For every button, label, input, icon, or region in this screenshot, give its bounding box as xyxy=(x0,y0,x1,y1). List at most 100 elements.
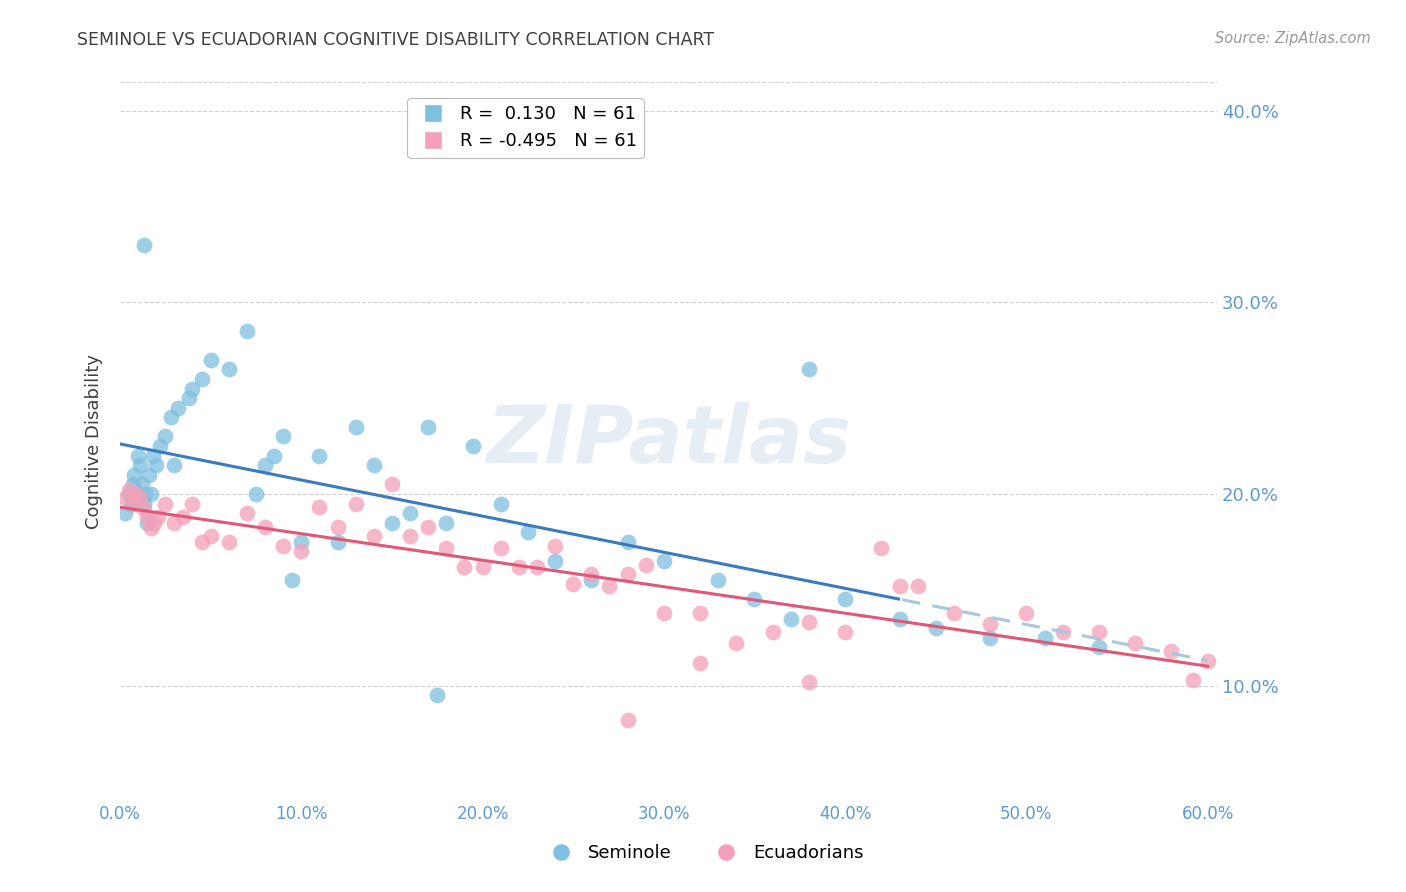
Point xyxy=(167,401,190,415)
Point xyxy=(598,579,620,593)
Point xyxy=(581,573,603,587)
Point xyxy=(172,510,194,524)
Point xyxy=(471,559,494,574)
Point xyxy=(139,521,162,535)
Point xyxy=(136,516,159,530)
Point xyxy=(136,510,159,524)
Point xyxy=(125,487,148,501)
Point xyxy=(544,554,567,568)
Point xyxy=(652,554,675,568)
Legend: R =  0.130   N = 61, R = -0.495   N = 61: R = 0.130 N = 61, R = -0.495 N = 61 xyxy=(408,98,644,158)
Point xyxy=(253,458,276,473)
Point xyxy=(281,573,304,587)
Point xyxy=(508,559,530,574)
Point xyxy=(1160,644,1182,658)
Point xyxy=(381,477,404,491)
Point xyxy=(418,420,440,434)
Point xyxy=(489,497,512,511)
Point xyxy=(616,567,638,582)
Point xyxy=(725,636,748,650)
Point xyxy=(634,558,657,572)
Point xyxy=(218,534,240,549)
Point xyxy=(453,559,475,574)
Point xyxy=(426,688,449,702)
Point xyxy=(118,483,141,497)
Point xyxy=(797,615,820,630)
Point xyxy=(200,352,222,367)
Point xyxy=(616,713,638,727)
Point xyxy=(979,617,1001,632)
Point xyxy=(132,502,155,516)
Legend: Seminole, Ecuadorians: Seminole, Ecuadorians xyxy=(536,838,870,870)
Point xyxy=(290,544,312,558)
Point xyxy=(834,624,856,639)
Point xyxy=(652,606,675,620)
Point xyxy=(120,497,142,511)
Point xyxy=(779,611,801,625)
Point xyxy=(271,539,294,553)
Point xyxy=(129,458,152,473)
Point xyxy=(1015,606,1038,620)
Point xyxy=(134,487,156,501)
Point xyxy=(418,519,440,533)
Point xyxy=(1197,654,1219,668)
Point xyxy=(381,516,404,530)
Point xyxy=(253,519,276,533)
Point xyxy=(562,577,585,591)
Point xyxy=(114,506,136,520)
Point xyxy=(290,534,312,549)
Point xyxy=(544,539,567,553)
Point xyxy=(124,467,146,482)
Point xyxy=(146,510,169,524)
Point xyxy=(308,500,330,515)
Point xyxy=(177,391,200,405)
Point xyxy=(942,606,965,620)
Point xyxy=(132,237,155,252)
Point xyxy=(399,506,422,520)
Point xyxy=(121,497,143,511)
Point xyxy=(114,491,136,505)
Point xyxy=(516,525,538,540)
Point xyxy=(145,458,167,473)
Point xyxy=(1052,624,1074,639)
Point xyxy=(434,516,457,530)
Point xyxy=(143,516,166,530)
Point xyxy=(159,410,181,425)
Point xyxy=(434,541,457,555)
Point xyxy=(744,592,766,607)
Point xyxy=(344,420,367,434)
Point xyxy=(308,449,330,463)
Point xyxy=(797,674,820,689)
Point xyxy=(200,529,222,543)
Point xyxy=(121,477,143,491)
Point xyxy=(155,497,177,511)
Text: ZIPatlas: ZIPatlas xyxy=(486,402,851,480)
Point xyxy=(889,611,911,625)
Point xyxy=(163,516,186,530)
Point xyxy=(363,458,385,473)
Point xyxy=(138,467,160,482)
Point xyxy=(245,487,267,501)
Text: Source: ZipAtlas.com: Source: ZipAtlas.com xyxy=(1215,31,1371,46)
Point xyxy=(181,497,204,511)
Point xyxy=(526,559,548,574)
Point xyxy=(127,487,149,501)
Point xyxy=(132,497,155,511)
Point xyxy=(236,506,259,520)
Point xyxy=(139,487,162,501)
Point xyxy=(889,579,911,593)
Point xyxy=(581,567,603,582)
Point xyxy=(263,449,285,463)
Point xyxy=(399,529,422,543)
Point xyxy=(271,429,294,443)
Point xyxy=(907,579,929,593)
Point xyxy=(925,621,948,635)
Point xyxy=(834,592,856,607)
Point xyxy=(344,497,367,511)
Point xyxy=(129,491,152,505)
Point xyxy=(218,362,240,376)
Point xyxy=(1088,624,1111,639)
Point xyxy=(155,429,177,443)
Point xyxy=(326,519,349,533)
Y-axis label: Cognitive Disability: Cognitive Disability xyxy=(86,354,103,529)
